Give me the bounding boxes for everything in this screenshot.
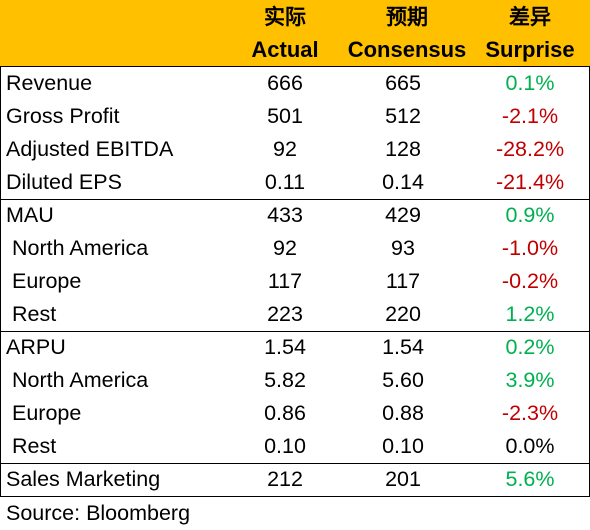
table-row: Revenue 666 665 0.1%	[0, 67, 590, 100]
row-label: Revenue	[6, 71, 93, 95]
table-row: Europe 0.86 0.88 -2.3%	[0, 397, 590, 430]
row-label: MAU	[6, 203, 54, 227]
source-note: Source: Bloomberg	[6, 501, 191, 525]
row-divider	[0, 496, 590, 497]
row-surprise: 3.9%	[505, 368, 555, 392]
table-row: Diluted EPS 0.11 0.14 -21.4%	[0, 166, 590, 199]
row-label: Diluted EPS	[6, 170, 122, 194]
row-divider	[0, 463, 590, 464]
row-actual: 92	[273, 236, 297, 260]
row-consensus: 117	[385, 269, 421, 293]
row-actual: 666	[267, 71, 303, 95]
row-consensus: 201	[385, 467, 421, 491]
header-surprise: 差异 Surprise	[474, 0, 586, 66]
row-label: Rest	[12, 434, 57, 458]
row-label: Europe	[12, 401, 82, 425]
row-surprise: -2.1%	[501, 104, 559, 128]
row-label: Adjusted EBITDA	[6, 137, 174, 161]
row-actual: 0.86	[264, 401, 306, 425]
row-actual: 433	[267, 203, 303, 227]
header-consensus-en: Consensus	[347, 37, 467, 62]
row-surprise: -1.0%	[501, 236, 559, 260]
row-divider	[0, 331, 590, 332]
row-surprise: 0.0%	[505, 434, 555, 458]
table-row: ARPU 1.54 1.54 0.2%	[0, 331, 590, 364]
header-consensus: 预期 Consensus	[345, 0, 469, 66]
row-label: Europe	[12, 269, 82, 293]
row-surprise: 0.2%	[505, 335, 555, 359]
table-border	[0, 66, 1, 497]
table-row: Rest 223 220 1.2%	[0, 298, 590, 331]
table-header: 实际 Actual 预期 Consensus 差异 Surprise	[0, 0, 590, 66]
row-consensus: 1.54	[382, 335, 424, 359]
row-actual: 92	[273, 137, 297, 161]
row-consensus: 512	[385, 104, 421, 128]
header-actual-cn: 实际	[264, 5, 306, 29]
row-surprise: -28.2%	[495, 137, 565, 161]
header-surprise-en: Surprise	[485, 37, 575, 62]
row-surprise: 1.2%	[505, 302, 555, 326]
row-divider	[0, 199, 590, 200]
row-actual: 1.54	[264, 335, 306, 359]
table-row: Gross Profit 501 512 -2.1%	[0, 100, 590, 133]
row-consensus: 0.10	[382, 434, 424, 458]
row-consensus: 220	[385, 302, 421, 326]
row-consensus: 128	[385, 137, 421, 161]
row-surprise: -0.2%	[501, 269, 559, 293]
row-consensus: 429	[385, 203, 421, 227]
row-surprise: 5.6%	[505, 467, 555, 491]
row-label: North America	[12, 368, 149, 392]
row-actual: 212	[267, 467, 303, 491]
table-row: Rest 0.10 0.10 0.0%	[0, 430, 590, 463]
header-actual: 实际 Actual	[240, 0, 330, 66]
row-label: Gross Profit	[6, 104, 120, 128]
table-row: North America 5.82 5.60 3.9%	[0, 364, 590, 397]
row-consensus: 0.14	[382, 170, 424, 194]
header-actual-en: Actual	[251, 37, 319, 62]
row-consensus: 0.88	[382, 401, 424, 425]
row-label: ARPU	[6, 335, 66, 359]
source-row: Source: Bloomberg	[0, 497, 590, 530]
row-actual: 0.11	[264, 170, 306, 194]
row-actual: 223	[267, 302, 303, 326]
row-actual: 0.10	[264, 434, 306, 458]
row-label: Rest	[12, 302, 57, 326]
table-row: MAU 433 429 0.9%	[0, 199, 590, 232]
row-actual: 117	[267, 269, 303, 293]
row-label: Sales Marketing	[6, 467, 161, 491]
row-consensus: 93	[391, 236, 415, 260]
row-consensus: 5.60	[382, 368, 424, 392]
row-surprise: 0.9%	[505, 203, 555, 227]
row-consensus: 665	[385, 71, 421, 95]
row-actual: 501	[267, 104, 303, 128]
row-surprise: 0.1%	[505, 71, 555, 95]
table-row: North America 92 93 -1.0%	[0, 232, 590, 265]
header-surprise-cn: 差异	[509, 5, 551, 29]
row-divider	[0, 66, 590, 67]
header-consensus-cn: 预期	[386, 5, 428, 29]
table-row: Europe 117 117 -0.2%	[0, 265, 590, 298]
table-row: Sales Marketing 212 201 5.6%	[0, 463, 590, 496]
row-surprise: -21.4%	[495, 170, 565, 194]
row-actual: 5.82	[264, 368, 306, 392]
table-row: Adjusted EBITDA 92 128 -28.2%	[0, 133, 590, 166]
row-label: North America	[12, 236, 149, 260]
row-surprise: -2.3%	[501, 401, 559, 425]
